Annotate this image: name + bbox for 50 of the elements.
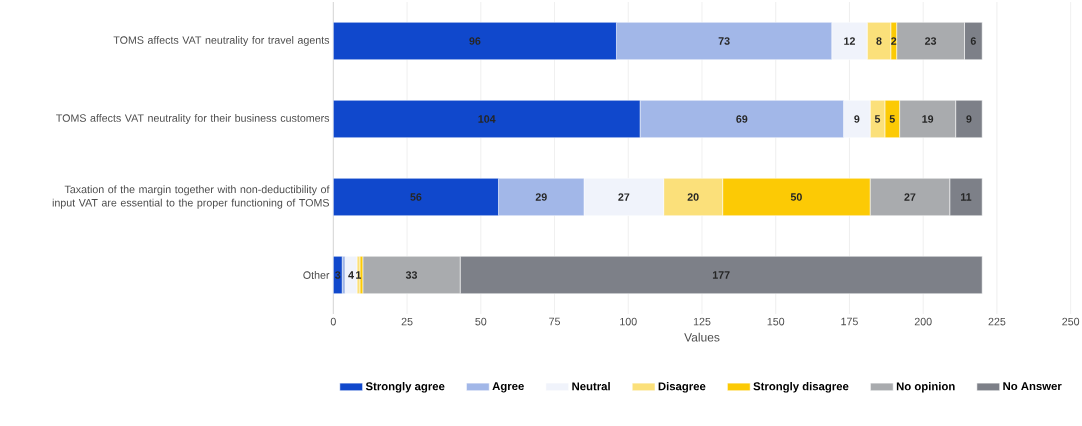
data-label: 104	[478, 115, 496, 123]
legend-label: Agree	[492, 382, 524, 393]
x-tick-label: 150	[767, 317, 785, 326]
x-tick-label: 200	[914, 317, 932, 326]
legend-label: Strongly agree	[365, 382, 445, 393]
x-tick-label: 25	[401, 317, 413, 326]
data-label: 11	[961, 193, 972, 201]
data-label: 20	[687, 193, 699, 201]
data-label: 6	[970, 37, 976, 45]
data-label: 33	[405, 271, 418, 279]
data-label: 23	[925, 37, 937, 45]
x-tick-label: 75	[549, 317, 561, 326]
data-label: 19	[922, 115, 934, 123]
data-label: 5	[889, 115, 895, 123]
y-tick-label: TOMS affects VAT neutrality for their business customers	[56, 114, 330, 124]
data-label: 50	[790, 193, 802, 201]
legend-label: Strongly disagree	[753, 382, 849, 393]
legend-label: No opinion	[896, 382, 955, 393]
data-label: 3	[335, 271, 341, 279]
x-tick-label: 225	[988, 317, 1006, 326]
data-label: 69	[736, 115, 748, 123]
data-label: 27	[618, 193, 630, 201]
data-label: 8	[876, 37, 882, 45]
y-tick-label: Taxation of the margin together with non-deductibility of input VAT are essential to the proper functioning of TOMS	[52, 185, 330, 209]
bar	[333, 256, 343, 294]
x-axis-title: Values	[684, 332, 720, 342]
data-label: 9	[854, 115, 860, 123]
y-tick-label: Other	[303, 271, 330, 279]
data-label: 4	[348, 271, 354, 279]
y-tick-label: TOMS affects VAT neutrality for travel agents	[113, 36, 330, 46]
x-tick-label: 50	[475, 317, 487, 326]
legend-label: Neutral	[572, 382, 610, 391]
data-label: 96	[469, 37, 481, 45]
bar	[344, 256, 358, 294]
data-label: 5	[874, 115, 881, 123]
data-label: 177	[712, 271, 730, 279]
data-label: 1	[356, 271, 362, 279]
x-tick-label: 175	[841, 317, 858, 326]
data-label: 27	[904, 193, 916, 201]
x-tick-label: 0	[330, 317, 336, 326]
data-label: 73	[718, 37, 730, 45]
data-label: 9	[966, 115, 972, 123]
data-label: 56	[410, 193, 422, 201]
x-tick-label: 100	[620, 317, 637, 326]
legend-label: No Answer	[1003, 382, 1062, 391]
data-label: 12	[844, 37, 855, 45]
x-tick-label: 125	[693, 317, 711, 326]
data-label: 29	[535, 193, 547, 201]
x-tick-label: 250	[1062, 317, 1080, 326]
legend-label: Disagree	[658, 382, 706, 393]
